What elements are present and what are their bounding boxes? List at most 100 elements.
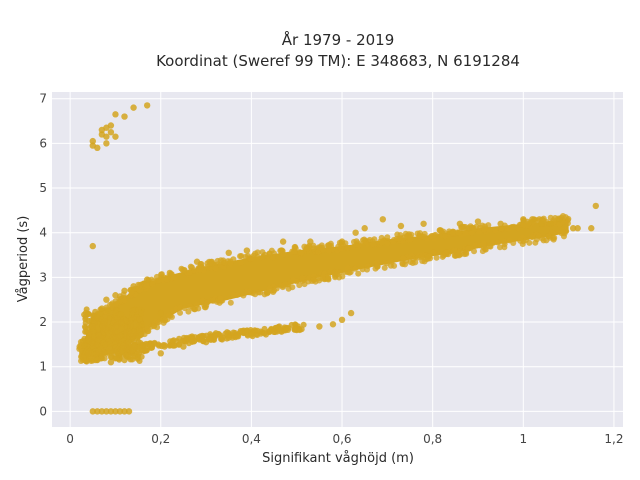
data-point	[94, 326, 101, 333]
data-point	[103, 133, 110, 140]
data-point	[289, 284, 296, 291]
data-point	[85, 350, 92, 357]
data-point	[300, 321, 307, 328]
data-point	[89, 242, 96, 250]
data-point	[151, 340, 158, 347]
data-point	[180, 343, 187, 350]
y-tick-label: 2	[39, 315, 47, 329]
data-point	[210, 297, 217, 304]
data-point	[234, 292, 241, 299]
data-point	[379, 216, 387, 223]
data-point	[225, 334, 232, 341]
data-point	[470, 224, 477, 231]
data-point	[283, 325, 290, 332]
data-point	[103, 296, 110, 303]
data-point	[163, 276, 170, 283]
data-point	[134, 354, 142, 361]
data-point	[104, 348, 111, 355]
data-point	[395, 235, 402, 242]
data-point	[416, 232, 423, 239]
data-point	[135, 306, 142, 313]
data-point	[472, 242, 479, 249]
data-point	[107, 408, 115, 415]
data-point	[529, 216, 536, 223]
data-point	[519, 241, 526, 248]
data-point	[288, 321, 295, 328]
data-point	[246, 288, 253, 295]
data-point	[94, 408, 101, 415]
data-point	[212, 265, 219, 272]
data-point	[170, 342, 177, 349]
data-point	[120, 342, 127, 349]
data-point	[328, 243, 335, 250]
data-point	[118, 311, 125, 318]
data-point	[139, 342, 146, 349]
data-point	[282, 281, 289, 288]
data-point	[165, 312, 172, 319]
data-point	[543, 237, 550, 244]
data-point	[112, 323, 119, 330]
data-point	[254, 254, 261, 261]
data-point	[116, 332, 123, 339]
x-tick-label: 0,6	[332, 432, 351, 446]
data-point	[83, 306, 90, 313]
data-point	[160, 342, 167, 349]
data-point	[125, 339, 132, 346]
data-point	[111, 348, 118, 355]
data-point	[338, 238, 346, 245]
data-point	[118, 325, 125, 332]
data-point	[94, 144, 101, 152]
y-tick-label: 6	[39, 136, 47, 150]
data-point	[344, 244, 351, 251]
data-point	[361, 236, 368, 243]
data-point	[261, 330, 268, 337]
data-point	[113, 355, 120, 362]
data-point	[186, 269, 193, 276]
data-point	[355, 242, 362, 249]
data-point	[187, 303, 194, 310]
data-point	[200, 267, 207, 274]
data-point	[112, 133, 119, 140]
data-point	[465, 245, 472, 252]
data-point	[202, 338, 210, 346]
data-point	[185, 340, 192, 347]
data-point	[333, 271, 340, 278]
data-point	[529, 234, 536, 241]
data-point	[248, 331, 255, 338]
data-point	[383, 260, 390, 267]
data-point	[299, 275, 306, 282]
data-point	[81, 311, 88, 318]
data-point	[96, 332, 103, 339]
data-point	[227, 299, 234, 306]
data-point	[105, 307, 112, 314]
data-point	[388, 258, 395, 265]
data-point	[270, 328, 278, 336]
data-point	[143, 102, 151, 109]
data-point	[145, 328, 152, 335]
data-point	[143, 282, 150, 289]
data-point	[121, 287, 128, 294]
data-point	[187, 263, 194, 270]
data-point	[352, 229, 359, 236]
data-point	[143, 276, 151, 283]
data-point	[179, 266, 186, 273]
data-point	[468, 229, 475, 236]
data-point	[520, 221, 527, 228]
data-point	[252, 291, 259, 298]
data-point	[102, 341, 109, 348]
data-point	[230, 256, 237, 263]
data-point	[112, 328, 119, 335]
data-point	[430, 249, 437, 256]
chart-title-line-1: År 1979 - 2019	[282, 30, 395, 49]
data-point	[325, 274, 332, 281]
data-point	[498, 225, 505, 232]
data-point	[217, 295, 224, 302]
data-point	[94, 314, 101, 321]
data-point	[237, 253, 244, 260]
data-point	[98, 305, 106, 312]
data-point	[121, 297, 128, 304]
data-point	[384, 234, 391, 241]
data-point	[103, 140, 110, 147]
data-point	[462, 230, 469, 237]
data-point	[370, 241, 377, 248]
